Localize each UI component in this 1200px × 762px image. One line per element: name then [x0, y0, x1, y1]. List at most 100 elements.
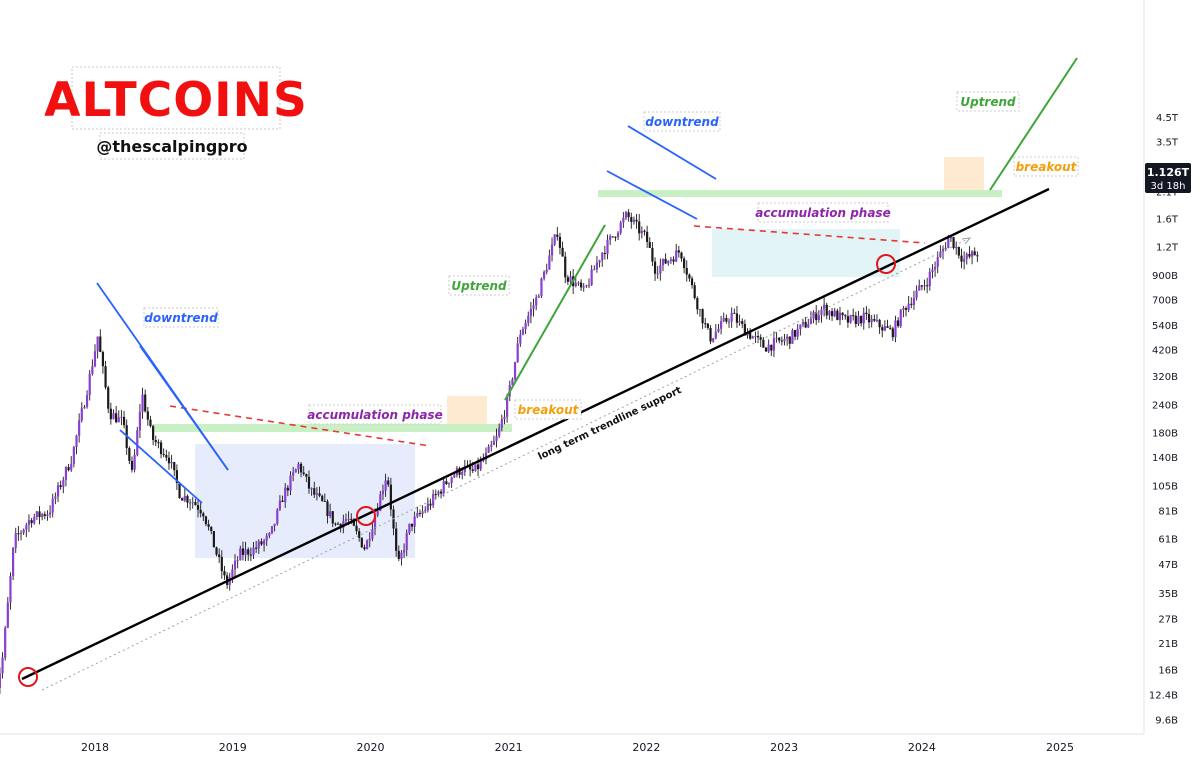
candle-body: [252, 547, 255, 555]
candle-body: [622, 217, 625, 223]
candle-body: [680, 252, 683, 259]
candle-body: [262, 540, 266, 545]
candle-body: [719, 321, 723, 329]
candle-body: [632, 219, 636, 222]
candle-body: [471, 469, 474, 471]
candle-body: [207, 524, 210, 527]
candle-body: [239, 548, 242, 561]
breakout-zone-2: [944, 157, 984, 195]
candle-body: [9, 576, 12, 603]
candle-body: [482, 459, 485, 461]
candle-body: [698, 309, 702, 311]
candle-body: [960, 255, 963, 262]
candle-body: [189, 502, 192, 504]
candle-body: [310, 488, 313, 490]
candle-body: [331, 511, 334, 524]
candle-body: [756, 335, 760, 338]
candle-body: [899, 309, 902, 327]
candle-body: [202, 513, 205, 517]
candle-body: [931, 269, 934, 272]
candle-body: [812, 312, 815, 319]
candle-body: [170, 462, 173, 464]
candle-body: [101, 352, 105, 367]
candle-body: [389, 484, 392, 510]
y-tick-label: 16B: [1158, 666, 1178, 677]
candle-body: [104, 366, 107, 388]
candle-body: [218, 554, 221, 557]
candle-body: [825, 304, 828, 316]
candle-body: [706, 323, 709, 328]
breakout-label-box-1: [514, 399, 582, 420]
candle-body: [857, 316, 860, 324]
candle-body: [685, 267, 688, 275]
candle-body: [714, 331, 717, 339]
candle-body: [614, 236, 617, 238]
candle-body: [770, 344, 773, 351]
candle-body: [735, 313, 739, 323]
x-tick-label: 2020: [356, 741, 384, 754]
breakout-label-1: breakout: [518, 403, 580, 417]
candle-body: [883, 326, 886, 331]
y-tick-label: 81B: [1158, 507, 1178, 518]
candle-body: [64, 467, 68, 480]
candle-body: [326, 501, 329, 517]
candle-body: [970, 251, 974, 257]
candle-body: [498, 427, 501, 437]
time-axis: 2018 2019 2020 2021 2022 2023 2024 2025: [81, 741, 1074, 754]
candle-body: [904, 308, 908, 310]
candle-body: [672, 259, 675, 262]
candle-body: [136, 430, 139, 455]
candle-body: [241, 548, 245, 555]
candle-body: [149, 419, 152, 427]
candle-body: [503, 416, 506, 420]
candle-body: [56, 485, 60, 497]
candle-body: [276, 509, 279, 524]
candle-body: [809, 318, 813, 325]
candle-body: [915, 290, 918, 298]
candle-body: [598, 260, 601, 263]
candle-body: [664, 258, 667, 264]
downtrend-label-1: downtrend: [144, 311, 218, 325]
candle-body: [212, 531, 215, 548]
candle-body: [860, 316, 863, 324]
y-tick-label: 540B: [1152, 321, 1178, 332]
candle-body: [920, 285, 923, 287]
candle-body: [595, 262, 599, 270]
candle-body: [566, 277, 569, 282]
candle-body: [405, 533, 408, 550]
candle-body: [759, 337, 762, 340]
candle-body: [294, 469, 297, 473]
candle-body: [6, 602, 9, 628]
candle-body: [553, 234, 556, 245]
candle-body: [585, 285, 588, 287]
candle-body: [926, 285, 929, 287]
candle-body: [786, 336, 789, 340]
candle-body: [289, 475, 292, 491]
candle-body: [196, 505, 200, 510]
candle-body: [453, 475, 456, 478]
candle-body: [558, 236, 562, 248]
candle-body: [516, 343, 519, 363]
candle-body: [278, 500, 282, 510]
price-axis-panel: [1144, 0, 1200, 762]
candle-body: [801, 321, 805, 325]
y-tick-label: 700B: [1152, 295, 1178, 306]
touch-circle-2019: [356, 506, 376, 526]
candle-body: [78, 420, 81, 436]
candle-body: [492, 440, 496, 445]
accumulation-label-box-2: [757, 202, 889, 223]
candle-body: [627, 212, 630, 218]
candle-body: [70, 463, 73, 471]
candle-body: [484, 452, 488, 460]
accumulation-label-box-1: [308, 404, 442, 425]
accumulation-label-2: accumulation phase: [755, 206, 890, 220]
candle-body: [186, 495, 189, 503]
candle-body: [844, 315, 847, 317]
y-tick-label: 105B: [1152, 481, 1178, 492]
candle-body: [828, 311, 831, 316]
candle-body: [286, 487, 289, 491]
candle-body: [368, 538, 371, 541]
candle-body: [152, 426, 155, 441]
candle-body: [236, 560, 239, 562]
candle-body: [788, 336, 791, 344]
